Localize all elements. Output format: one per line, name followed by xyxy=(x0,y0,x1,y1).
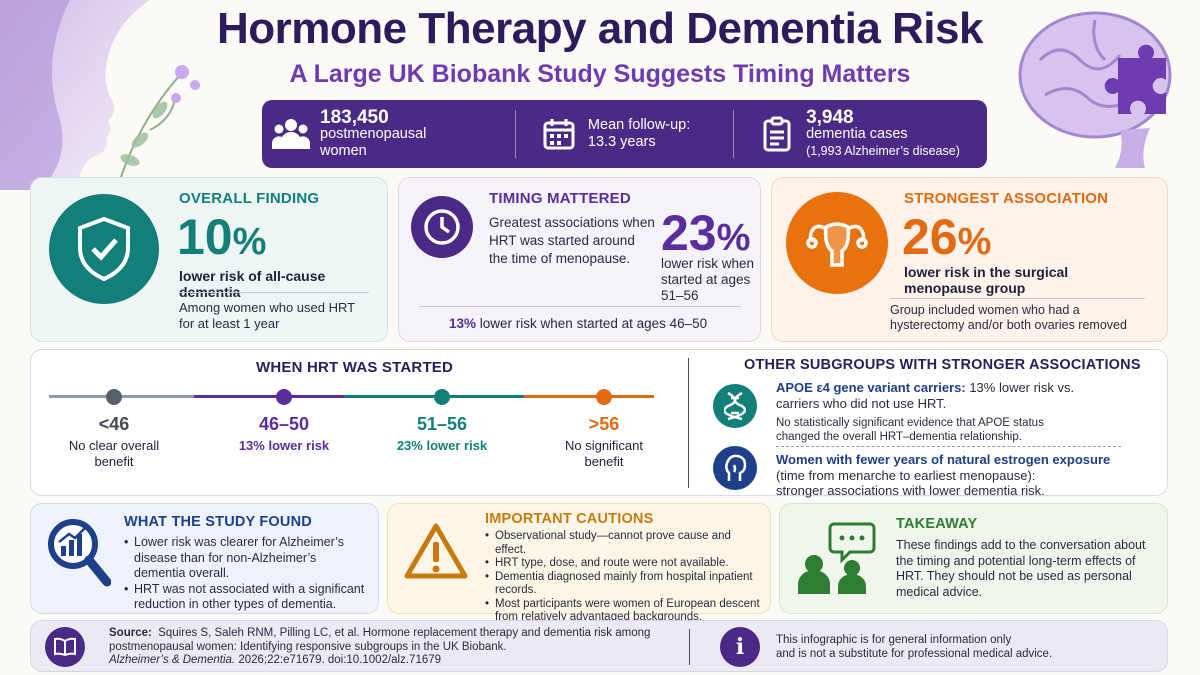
timeline-desc: No significant benefit xyxy=(564,438,644,469)
woman-silhouette-illustration xyxy=(0,0,200,190)
magnifier-chart-icon xyxy=(45,516,112,593)
stats-banner: 183,450 postmenopausal women Mean follow… xyxy=(262,100,987,168)
strongest-association-card: STRONGEST ASSOCIATION 26% lower risk in … xyxy=(771,177,1168,342)
stat-participants-value: 183,450 xyxy=(320,106,389,128)
source-footer: Source: Squires S, Saleh RNM, Pilling LC… xyxy=(30,620,1168,672)
timeline-segment xyxy=(194,395,344,398)
dna-icon xyxy=(713,384,757,428)
subgroups-heading: OTHER SUBGROUPS WITH STRONGER ASSOCIATIO… xyxy=(744,357,1141,373)
takeaway-heading: TAKEAWAY xyxy=(896,516,978,532)
timeline-label: <46 xyxy=(98,414,130,434)
timeline-segment xyxy=(524,395,654,398)
stat-follow-up-line2: 13.3 years xyxy=(587,134,656,150)
timeline-dot xyxy=(106,389,122,405)
apoe-text: APOE ε4 gene variant carriers: 13% lower… xyxy=(776,380,1075,411)
apoe-note: No statistically significant evidence th… xyxy=(776,417,1044,443)
timeline-dot xyxy=(434,389,450,405)
timeline-dot xyxy=(276,389,292,405)
stat-participants: 183,450 postmenopausal women xyxy=(262,100,501,168)
strongest-percent: 26% xyxy=(902,209,992,265)
strongest-description: lower risk in the surgical menopause grou… xyxy=(904,264,1069,296)
found-list: Lower risk was clearer for Alzheimer’s d… xyxy=(124,535,369,613)
found-heading: WHAT THE STUDY FOUND xyxy=(124,514,312,530)
timeline: <46 No clear overall benefit 46–50 13% lo… xyxy=(49,384,669,484)
takeaway-text: These findings add to the conversation a… xyxy=(896,538,1146,599)
timeline-dot xyxy=(596,389,612,405)
timing-percent-desc: lower risk when started at ages 51–56 xyxy=(661,256,755,303)
cautions-heading: IMPORTANT CAUTIONS xyxy=(485,511,654,527)
timeline-label: 51–56 xyxy=(416,414,468,434)
woman-profile-icon xyxy=(713,446,757,490)
clipboard-icon xyxy=(748,116,806,152)
stat-participants-line2: women xyxy=(320,142,367,159)
people-icon xyxy=(262,117,320,151)
strongest-note: Group included women who had a hysterecto… xyxy=(890,303,1127,332)
stat-cases: 3,948 dementia cases (1,993 Alzheimer’s … xyxy=(748,100,987,168)
divider xyxy=(419,306,741,307)
takeaway-card: TAKEAWAY These findings add to the conve… xyxy=(779,503,1168,614)
page-subtitle: A Large UK Biobank Study Suggests Timing… xyxy=(289,60,911,88)
divider xyxy=(890,298,1145,299)
when-started-card: WHEN HRT WAS STARTED <46 No clear overal… xyxy=(30,349,1168,498)
overall-percent: 10% xyxy=(177,209,267,265)
book-icon xyxy=(45,627,85,667)
overall-finding-card: OVERALL FINDING 10% lower risk of all-ca… xyxy=(30,177,388,342)
timeline-label: >56 xyxy=(588,414,620,434)
overall-heading: OVERALL FINDING xyxy=(179,190,320,207)
timeline-label: 46–50 xyxy=(258,414,310,434)
estrogen-text: Women with fewer years of natural estrog… xyxy=(776,452,1111,498)
overall-note: Among women who used HRT for at least 1 y… xyxy=(179,300,356,331)
brain-puzzle-illustration xyxy=(1018,11,1172,168)
when-heading: WHEN HRT WAS STARTED xyxy=(256,359,454,376)
timing-heading: TIMING MATTERED xyxy=(489,190,631,207)
cautions-card: IMPORTANT CAUTIONS Observational study—c… xyxy=(387,503,771,623)
stat-cases-line1: dementia cases xyxy=(806,125,908,142)
strongest-heading: STRONGEST ASSOCIATION xyxy=(904,190,1109,207)
divider xyxy=(179,292,369,293)
caution-bullet: Observational study—cannot prove cause a… xyxy=(485,530,765,557)
timing-text: Greatest associations when HRT was starte… xyxy=(489,215,655,266)
stat-divider xyxy=(514,110,516,158)
found-bullet: Lower risk was clearer for Alzheimer’s d… xyxy=(124,535,369,582)
timing-card: TIMING MATTERED Greatest associations wh… xyxy=(398,177,761,342)
caution-bullet: Dementia diagnosed mainly from hospital … xyxy=(485,571,765,598)
found-bullet: HRT was not associated with a significan… xyxy=(124,582,369,613)
page-title: Hormone Therapy and Dementia Risk xyxy=(217,4,983,53)
timeline-desc: No clear overall benefit xyxy=(68,438,160,469)
timeline-desc: 23% lower risk xyxy=(396,438,488,453)
shield-check-icon xyxy=(49,194,159,304)
info-icon: i xyxy=(720,627,760,667)
divider xyxy=(776,446,1121,447)
stat-follow-up-line1: Mean follow-up: xyxy=(587,117,691,133)
calendar-icon xyxy=(530,117,588,151)
uterus-icon xyxy=(786,192,888,294)
timeline-desc: 13% lower risk xyxy=(238,438,330,453)
timing-percent: 23% xyxy=(661,205,751,261)
study-found-card: WHAT THE STUDY FOUND Lower risk was clea… xyxy=(30,503,379,614)
cautions-list: Observational study—cannot prove cause a… xyxy=(485,530,765,625)
disclaimer: This infographic is for general informat… xyxy=(776,634,1053,660)
warning-icon xyxy=(404,522,468,585)
source-citation: Source: Squires S, Saleh RNM, Pilling LC… xyxy=(109,627,651,666)
discussion-icon xyxy=(796,520,876,601)
caution-bullet: HRT type, dose, and route were not avail… xyxy=(485,557,765,571)
timing-footer: 13% lower risk when started at ages 46–5… xyxy=(449,316,708,331)
clock-icon xyxy=(411,196,473,258)
overall-description: lower risk of all-cause dementia xyxy=(179,268,326,300)
stat-follow-up: Mean follow-up: 13.3 years xyxy=(530,100,719,168)
stat-cases-line2: (1,993 Alzheimer’s disease) xyxy=(806,143,960,158)
stat-cases-value: 3,948 xyxy=(806,106,854,128)
divider xyxy=(688,358,689,488)
stat-participants-line1: postmenopausal xyxy=(320,125,427,142)
stat-divider xyxy=(733,110,735,158)
divider xyxy=(689,629,690,665)
